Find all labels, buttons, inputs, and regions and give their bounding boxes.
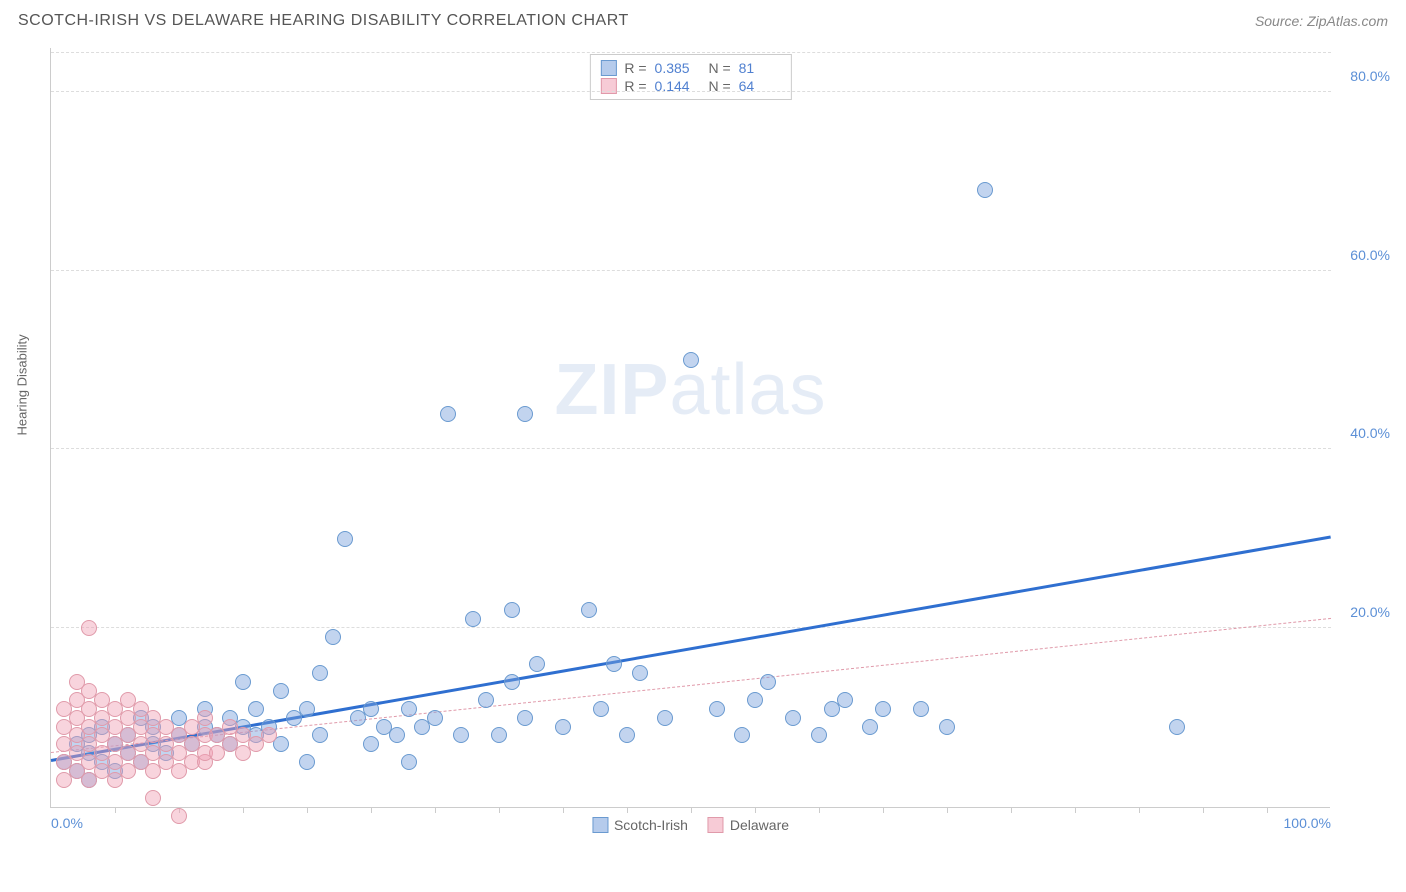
data-point [453,727,469,743]
data-point [427,710,443,726]
y-axis-label: Hearing Disability [15,334,30,435]
data-point [1169,719,1185,735]
data-point [529,656,545,672]
data-point [312,727,328,743]
data-point [555,719,571,735]
grid-line-h [51,91,1331,92]
data-point [683,352,699,368]
data-point [632,665,648,681]
y-tick-label: 20.0% [1350,604,1390,620]
x-tick [883,807,884,813]
data-point [261,727,277,743]
data-point [145,790,161,806]
data-point [273,683,289,699]
x-tick [563,807,564,813]
x-tick [755,807,756,813]
x-tick [115,807,116,813]
x-tick-label: 100.0% [1284,815,1331,831]
data-point [875,701,891,717]
data-point [363,701,379,717]
data-point [299,754,315,770]
grid-line-h [51,270,1331,271]
chart-title: SCOTCH-IRISH VS DELAWARE HEARING DISABIL… [18,12,629,30]
data-point [760,674,776,690]
data-point [657,710,673,726]
data-point [299,701,315,717]
data-point [504,674,520,690]
x-tick-label: 0.0% [51,815,83,831]
data-point [606,656,622,672]
data-point [325,629,341,645]
data-point [581,602,597,618]
data-point [401,701,417,717]
legend-swatch-blue [592,817,608,833]
grid-line-h [51,52,1331,53]
legend-item-scotch-irish: Scotch-Irish [592,817,688,833]
data-point [171,808,187,824]
correlation-stats-box: R = 0.385 N = 81 R = 0.144 N = 64 [589,54,791,100]
x-tick [1203,807,1204,813]
x-tick [1267,807,1268,813]
data-point [593,701,609,717]
data-point [517,710,533,726]
chart-area: Hearing Disability ZIPatlas R = 0.385 N … [50,48,1390,838]
data-point [197,710,213,726]
data-point [337,531,353,547]
n-value-blue: 81 [739,60,781,76]
grid-line-h [51,627,1331,628]
grid-line-h [51,448,1331,449]
source-attribution: Source: ZipAtlas.com [1255,13,1388,29]
data-point [734,727,750,743]
x-tick [1075,807,1076,813]
data-point [939,719,955,735]
data-point [491,727,507,743]
data-point [248,701,264,717]
data-point [401,754,417,770]
x-tick [307,807,308,813]
data-point [363,736,379,752]
data-point [504,602,520,618]
legend-swatch-pink [708,817,724,833]
scatter-plot: ZIPatlas R = 0.385 N = 81 R = 0.144 N = … [50,48,1330,808]
data-point [312,665,328,681]
x-axis-legend: Scotch-Irish Delaware [592,817,789,833]
stats-row-scotch-irish: R = 0.385 N = 81 [600,59,780,77]
x-tick [371,807,372,813]
data-point [81,620,97,636]
stats-row-delaware: R = 0.144 N = 64 [600,77,780,95]
data-point [440,406,456,422]
data-point [785,710,801,726]
x-tick [499,807,500,813]
data-point [478,692,494,708]
data-point [913,701,929,717]
y-tick-label: 80.0% [1350,68,1390,84]
x-tick [627,807,628,813]
legend-label-pink: Delaware [730,817,789,833]
x-tick [243,807,244,813]
x-tick [691,807,692,813]
data-point [235,674,251,690]
x-tick [1139,807,1140,813]
data-point [811,727,827,743]
x-tick [819,807,820,813]
data-point [709,701,725,717]
data-point [517,406,533,422]
y-tick-label: 60.0% [1350,247,1390,263]
data-point [619,727,635,743]
legend-item-delaware: Delaware [708,817,789,833]
x-tick [435,807,436,813]
data-point [837,692,853,708]
data-point [977,182,993,198]
r-value-blue: 0.385 [655,60,697,76]
data-point [747,692,763,708]
data-point [465,611,481,627]
x-tick [947,807,948,813]
swatch-blue [600,60,616,76]
x-tick [1011,807,1012,813]
y-tick-label: 40.0% [1350,425,1390,441]
data-point [389,727,405,743]
legend-label-blue: Scotch-Irish [614,817,688,833]
data-point [862,719,878,735]
